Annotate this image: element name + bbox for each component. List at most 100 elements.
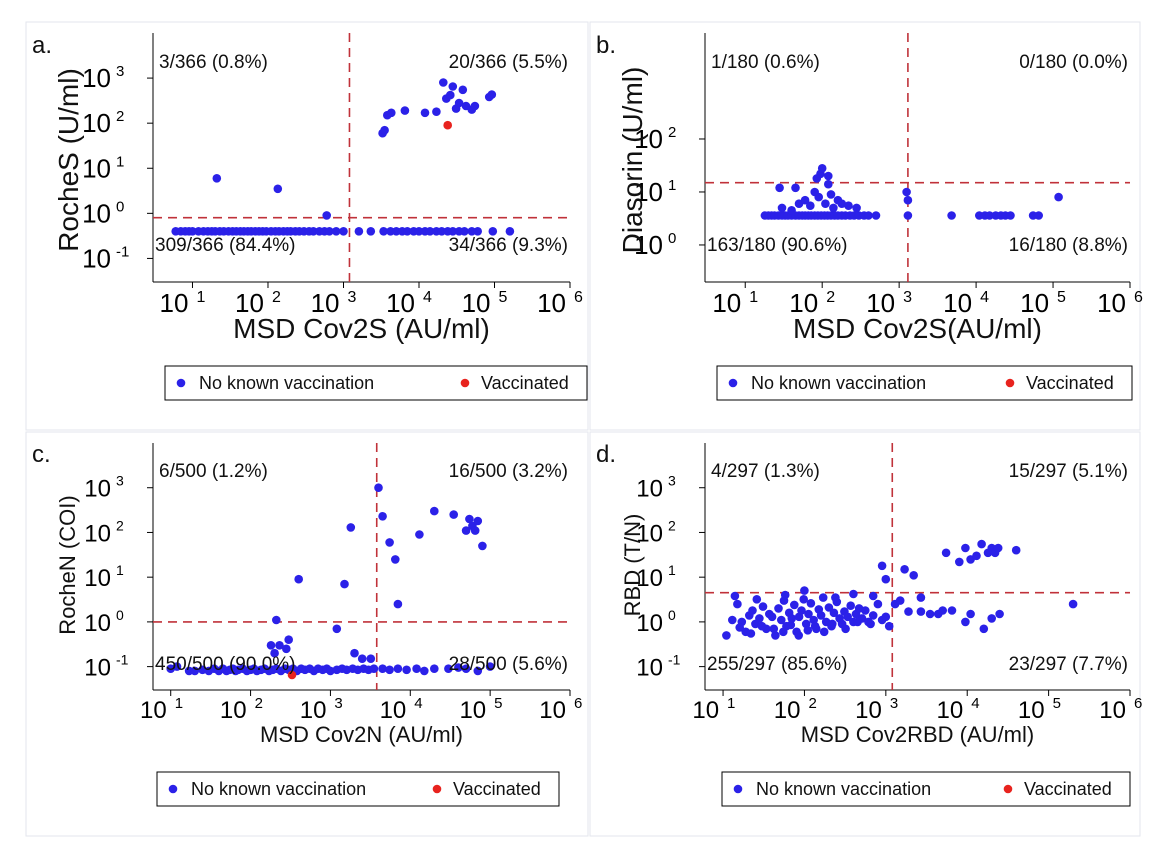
x-tick-label: 10 bbox=[220, 697, 247, 724]
y-tick-label: 10 bbox=[634, 177, 663, 207]
quadrant-bottom-left: 255/297 (85.6%) bbox=[707, 654, 848, 675]
data-point-unvaccinated bbox=[380, 125, 389, 135]
data-point-unvaccinated bbox=[777, 203, 787, 213]
quadrant-top-right: 20/366 (5.5%) bbox=[449, 52, 568, 73]
data-point-unvaccinated bbox=[779, 627, 788, 637]
data-point-unvaccinated bbox=[366, 227, 376, 236]
y-tick-label: 10 bbox=[634, 230, 663, 260]
data-point-unvaccinated bbox=[1006, 211, 1015, 220]
data-point-unvaccinated bbox=[190, 666, 200, 676]
quadrant-top-left: 4/297 (1.3%) bbox=[711, 461, 820, 482]
data-point-unvaccinated bbox=[446, 90, 455, 100]
quadrant-bottom-left: 309/366 (84.4%) bbox=[155, 235, 296, 256]
x-tick-label: 10 bbox=[866, 288, 895, 318]
data-point-unvaccinated bbox=[478, 541, 487, 551]
data-point-unvaccinated bbox=[985, 211, 994, 220]
data-point-unvaccinated bbox=[212, 174, 222, 183]
data-point-unvaccinated bbox=[902, 187, 911, 197]
data-point-unvaccinated bbox=[454, 663, 463, 672]
data-point-unvaccinated bbox=[322, 211, 332, 220]
data-point-unvaccinated bbox=[473, 666, 483, 676]
x-tick-label: 10 bbox=[712, 288, 741, 318]
data-point-unvaccinated bbox=[864, 211, 873, 220]
data-point-unvaccinated bbox=[821, 199, 830, 208]
data-point-unvaccinated bbox=[746, 629, 756, 638]
y-tick-exponent: 0 bbox=[668, 230, 676, 247]
data-point-unvaccinated bbox=[454, 98, 464, 108]
data-point-unvaccinated bbox=[938, 606, 947, 615]
data-point-unvaccinated bbox=[824, 171, 833, 181]
data-point-unvaccinated bbox=[733, 599, 742, 609]
x-tick-exponent: 6 bbox=[1134, 289, 1143, 306]
data-point-unvaccinated bbox=[977, 539, 986, 549]
data-point-unvaccinated bbox=[987, 614, 996, 623]
data-point-unvaccinated bbox=[332, 624, 342, 634]
x-tick-label: 10 bbox=[937, 697, 964, 724]
data-point-unvaccinated bbox=[993, 543, 1003, 553]
legend-marker-unvaccinated bbox=[176, 378, 186, 388]
legend-label-unvaccinated: No known vaccination bbox=[199, 373, 374, 393]
x-tick-label: 10 bbox=[459, 697, 486, 724]
quadrant-bottom-left: 163/180 (90.6%) bbox=[707, 235, 848, 256]
y-axis-label: RocheN (COI) bbox=[55, 495, 80, 634]
data-point-unvaccinated bbox=[786, 620, 796, 630]
data-point-unvaccinated bbox=[799, 595, 808, 604]
x-tick-exponent: 4 bbox=[423, 289, 432, 306]
legend-box bbox=[716, 365, 1133, 401]
data-point-unvaccinated bbox=[941, 548, 951, 558]
x-tick-exponent: 2 bbox=[255, 695, 263, 712]
data-point-unvaccinated bbox=[881, 574, 891, 584]
data-point-unvaccinated bbox=[806, 599, 816, 608]
data-point-unvaccinated bbox=[995, 609, 1004, 619]
y-axis-label: Diasorin (U/ml) bbox=[617, 67, 648, 254]
y-tick-label: 10 bbox=[636, 520, 663, 547]
quadrant-bottom-right: 34/366 (9.3%) bbox=[449, 235, 568, 256]
data-point-vaccinated bbox=[443, 120, 453, 130]
x-tick-exponent: 4 bbox=[980, 289, 989, 306]
data-point-unvaccinated bbox=[270, 648, 279, 658]
data-point-unvaccinated bbox=[871, 211, 881, 220]
data-point-unvaccinated bbox=[366, 654, 376, 663]
data-point-unvaccinated bbox=[966, 609, 975, 619]
y-tick-exponent: 1 bbox=[668, 562, 676, 578]
data-point-unvaccinated bbox=[461, 526, 471, 535]
data-point-unvaccinated bbox=[172, 662, 182, 671]
data-point-unvaccinated bbox=[487, 90, 497, 99]
x-tick-label: 10 bbox=[774, 697, 801, 724]
y-tick-label: 10 bbox=[84, 565, 111, 592]
x-tick-exponent: 5 bbox=[498, 289, 507, 306]
quadrant-bottom-right: 23/297 (7.7%) bbox=[1009, 654, 1128, 675]
data-point-unvaccinated bbox=[824, 179, 833, 189]
data-point-unvaccinated bbox=[730, 591, 740, 601]
data-point-unvaccinated bbox=[803, 626, 813, 635]
data-point-unvaccinated bbox=[800, 195, 810, 205]
y-tick-label: 10 bbox=[636, 565, 663, 592]
y-axis-label: RBD (T/N) bbox=[620, 514, 645, 617]
quadrant-top-left: 3/366 (0.8%) bbox=[159, 52, 268, 73]
data-point-unvaccinated bbox=[467, 227, 477, 236]
data-point-unvaccinated bbox=[1034, 211, 1043, 220]
data-point-unvaccinated bbox=[425, 227, 435, 236]
x-tick-exponent: 4 bbox=[414, 695, 422, 712]
data-point-unvaccinated bbox=[458, 85, 468, 95]
x-tick-label: 10 bbox=[380, 697, 407, 724]
data-point-unvaccinated bbox=[282, 644, 291, 654]
data-point-unvaccinated bbox=[814, 192, 823, 202]
y-tick-exponent: 1 bbox=[668, 177, 676, 194]
x-tick-label: 10 bbox=[692, 697, 719, 724]
data-point-unvaccinated bbox=[378, 664, 387, 673]
data-point-unvaccinated bbox=[810, 621, 820, 631]
data-point-unvaccinated bbox=[385, 538, 394, 547]
legend: No known vaccination Vaccinated bbox=[721, 771, 1131, 807]
data-point-unvaccinated bbox=[444, 664, 453, 673]
data-point-unvaccinated bbox=[415, 530, 424, 539]
data-point-unvaccinated bbox=[755, 614, 764, 623]
x-tick-exponent: 5 bbox=[1053, 695, 1061, 712]
data-point-unvaccinated bbox=[777, 615, 786, 625]
quadrant-top-left: 1/180 (0.6%) bbox=[711, 52, 820, 73]
data-point-unvaccinated bbox=[266, 641, 276, 650]
data-point-unvaccinated bbox=[392, 227, 401, 236]
y-tick-label: 10 bbox=[84, 476, 111, 503]
data-point-unvaccinated bbox=[846, 601, 855, 610]
data-point-unvaccinated bbox=[354, 227, 364, 236]
